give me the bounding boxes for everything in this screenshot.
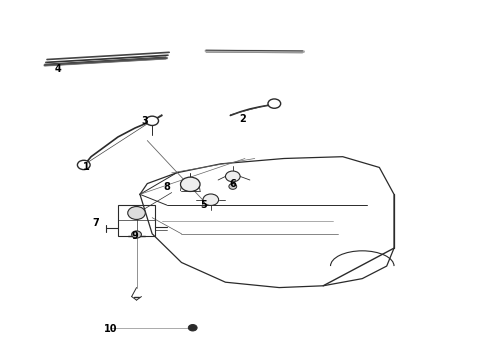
Text: 10: 10 [104, 324, 118, 334]
Circle shape [229, 184, 237, 189]
Circle shape [203, 194, 219, 206]
Circle shape [225, 171, 240, 182]
Text: 5: 5 [200, 200, 207, 210]
Circle shape [180, 177, 200, 192]
Circle shape [132, 231, 142, 238]
Circle shape [268, 99, 281, 108]
Bar [118, 205, 155, 235]
Text: 2: 2 [239, 114, 246, 124]
Text: 6: 6 [229, 179, 236, 189]
Circle shape [77, 160, 90, 170]
Text: 7: 7 [93, 218, 99, 228]
Text: 8: 8 [163, 182, 170, 192]
Circle shape [146, 116, 159, 126]
Text: 9: 9 [132, 231, 139, 240]
Text: 1: 1 [83, 162, 90, 172]
Circle shape [128, 207, 146, 220]
Text: 4: 4 [55, 64, 62, 74]
Text: 3: 3 [142, 116, 148, 126]
Circle shape [188, 324, 197, 331]
